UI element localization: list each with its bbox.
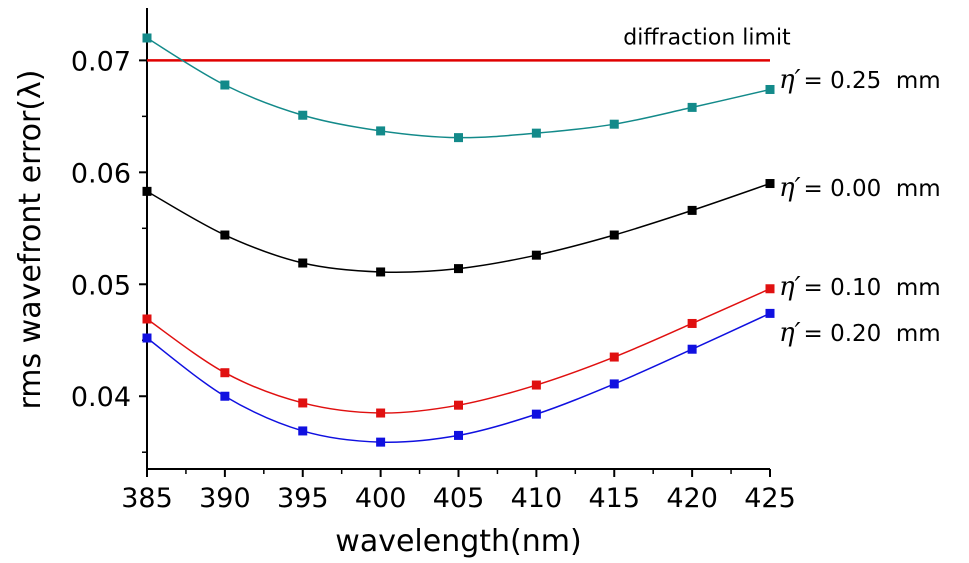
x-tick-label: 405 xyxy=(433,483,485,514)
series-line-eta-000 xyxy=(146,182,771,273)
x-tick-label: 420 xyxy=(666,483,718,514)
series-label-eta-010: η′ = 0.10 mm xyxy=(779,272,941,302)
series-label-value: = 0.10 mm xyxy=(803,275,940,301)
data-point xyxy=(687,205,697,215)
data-point xyxy=(142,314,152,324)
data-point xyxy=(454,400,463,410)
y-tick-label: 0.06 xyxy=(71,158,131,189)
series-label-value: = 0.20 mm xyxy=(803,321,940,347)
data-point xyxy=(220,391,230,401)
data-point xyxy=(376,408,386,418)
data-point xyxy=(298,258,308,268)
data-point xyxy=(376,267,386,277)
data-point xyxy=(142,333,152,343)
data-point xyxy=(220,230,230,240)
eta-prime-symbol: η′ xyxy=(779,65,801,95)
data-point xyxy=(687,344,697,354)
x-axis-title: wavelength(nm) xyxy=(335,524,581,559)
series-label-eta-025: η′ = 0.25 mm xyxy=(779,65,941,95)
data-point xyxy=(609,379,619,389)
data-point xyxy=(220,368,230,378)
series-label-value: = 0.25 mm xyxy=(803,68,940,94)
series-eta-010 xyxy=(142,284,775,418)
data-point xyxy=(454,264,463,274)
x-tick-label: 395 xyxy=(277,483,329,514)
x-tick-label: 415 xyxy=(588,483,640,514)
data-point xyxy=(765,284,775,294)
data-point xyxy=(376,437,386,447)
y-axis-title: rms wavefront error(λ) xyxy=(13,69,48,409)
data-point xyxy=(376,126,386,136)
series-label-value: = 0.00 mm xyxy=(803,176,940,202)
y-tick-label: 0.07 xyxy=(71,46,131,77)
data-point xyxy=(142,33,152,43)
series-line-eta-025 xyxy=(146,37,771,139)
series-label-eta-020: η′ = 0.20 mm xyxy=(779,318,941,348)
eta-prime-symbol: η′ xyxy=(779,173,801,203)
data-point xyxy=(220,80,230,90)
axes xyxy=(146,8,770,470)
data-point xyxy=(765,308,775,318)
series-line-eta-010 xyxy=(146,288,771,414)
series-eta-020 xyxy=(142,308,775,447)
labels-group: 385 390 395 400 405 410 415 420 425 0.04 0.05 0.06 0… xyxy=(71,25,941,514)
x-tick-label: 410 xyxy=(511,483,563,514)
data-point xyxy=(142,186,152,196)
data-point xyxy=(687,318,697,328)
eta-prime-symbol: η′ xyxy=(779,318,801,348)
data-point xyxy=(609,352,619,362)
x-tick-label: 425 xyxy=(744,483,796,514)
series-line-eta-020 xyxy=(146,312,771,444)
y-tick-label: 0.04 xyxy=(71,382,131,413)
data-point xyxy=(687,102,697,112)
data-point xyxy=(298,110,308,120)
data-point xyxy=(531,250,541,260)
x-tick-label: 390 xyxy=(199,483,251,514)
data-point xyxy=(298,426,308,436)
data-point xyxy=(609,119,619,129)
data-point xyxy=(531,128,541,138)
eta-prime-symbol: η′ xyxy=(779,272,801,302)
series-label-eta-000: η′ = 0.00 mm xyxy=(779,173,941,203)
series-eta-025 xyxy=(142,33,775,143)
y-tick-label: 0.05 xyxy=(71,270,131,301)
data-point xyxy=(454,430,463,440)
data-point xyxy=(531,380,541,390)
diffraction-limit-label: diffraction limit xyxy=(623,25,791,50)
series-group xyxy=(142,33,775,447)
data-point xyxy=(609,230,619,240)
series-eta-000 xyxy=(142,179,775,277)
data-point xyxy=(765,84,775,94)
x-tick-label: 385 xyxy=(121,483,173,514)
x-tick-label: 400 xyxy=(355,483,407,514)
data-point xyxy=(298,398,308,408)
data-point xyxy=(454,133,463,143)
data-point xyxy=(765,179,775,189)
data-point xyxy=(531,409,541,419)
